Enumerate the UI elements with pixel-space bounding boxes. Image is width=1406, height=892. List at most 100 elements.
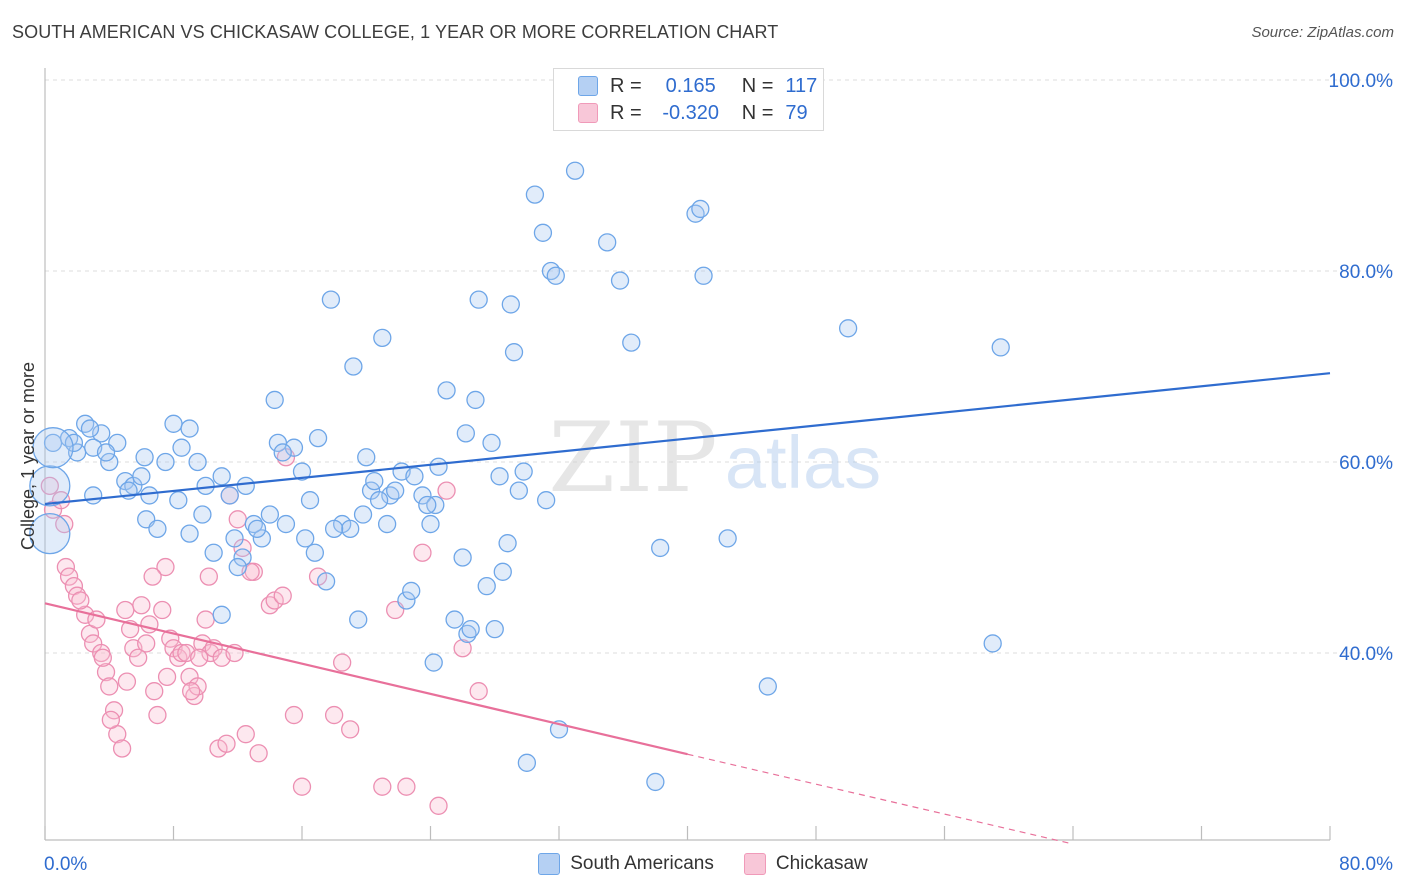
legend-label: Chickasaw (775, 853, 868, 874)
south-american-point (456, 424, 475, 443)
south-american-point (691, 199, 710, 219)
chickasaw-point (324, 705, 344, 725)
legend-row-chickasaw: R = -0.320 N = 79 (578, 101, 808, 125)
legend-item-south-americans[interactable]: South Americans (538, 853, 714, 875)
south-american-point (204, 543, 223, 562)
south-american-point (373, 328, 392, 348)
south-american-point (622, 333, 641, 352)
legend-swatch-pink (743, 853, 766, 875)
axes (44, 68, 1331, 841)
chickasaw-point (71, 591, 90, 610)
chickasaw-point (453, 639, 472, 658)
south-american-point (610, 271, 630, 290)
south-american-point (598, 233, 617, 252)
chickasaw-point (413, 543, 432, 562)
chickasaw-point (145, 682, 164, 701)
x-tick-label: 80.0% (1339, 854, 1393, 875)
south-american-point (321, 290, 341, 309)
south-american-point (490, 467, 509, 486)
south-american-point (135, 448, 154, 467)
watermark-atlas: atlas (725, 421, 881, 504)
south-american-point (501, 295, 520, 314)
south-american-point (525, 185, 545, 204)
south-american-point (565, 161, 585, 180)
south-american-point (983, 634, 1002, 653)
legend-item-chickasaw[interactable]: Chickasaw (743, 853, 868, 875)
chickasaw-point (236, 725, 255, 744)
chickasaw-point (93, 648, 112, 667)
south-american-point (164, 414, 183, 433)
south-american-point (180, 524, 199, 543)
legend-swatch-pink (578, 103, 598, 123)
chickasaw-point (292, 777, 312, 796)
chickasaw-point (341, 720, 360, 739)
south-american-point (236, 476, 255, 496)
legend-r-label: R = (610, 74, 642, 97)
south-american-point (718, 529, 737, 548)
chickasaw-point (196, 610, 215, 629)
south-american-point (386, 481, 405, 500)
chickasaw-point (143, 567, 162, 586)
chickasaw-point (137, 634, 156, 653)
south-american-point (212, 467, 231, 486)
watermark-zip: ZIP (548, 402, 717, 514)
south-american-point (369, 491, 389, 510)
south-american-point (466, 390, 485, 410)
south-american-point (148, 519, 167, 538)
south-american-point (156, 452, 175, 472)
legend-row-south-americans: R = 0.165 N = 117 (578, 74, 817, 98)
south-american-point (132, 467, 151, 486)
south-american-point (537, 491, 556, 510)
south-american-point (344, 357, 363, 376)
south-american-point (357, 448, 376, 467)
chickasaw-point (182, 682, 201, 701)
series-legend: South Americans Chickasaw (0, 851, 1406, 877)
legend-swatch-blue (538, 853, 561, 875)
chickasaw-point (217, 734, 236, 753)
tick-labels: 40.0% 60.0% 80.0% 100.0% 0.0% 80.0% College, 1… (18, 71, 1393, 875)
south-american-point (504, 343, 524, 362)
south-american-point (546, 266, 565, 285)
south-american-point (341, 519, 360, 538)
data-points (29, 70, 1010, 815)
south-american-point (413, 486, 432, 505)
legend-n-value: 79 (785, 101, 808, 124)
chart-title: SOUTH AMERICAN VS CHICKASAW COLLEGE, 1 Y… (12, 22, 779, 42)
south-american-point (533, 223, 553, 242)
south-american-point (247, 519, 267, 538)
chickasaw-point (469, 682, 488, 701)
south-american-point (365, 471, 384, 491)
south-american-point (991, 338, 1010, 357)
stats-legend: R = 0.165 N = 117 R = -0.320 N = 79 (553, 68, 824, 131)
south-american-trend-line (44, 372, 1331, 506)
south-american-point (80, 419, 100, 438)
south-american-point (305, 543, 325, 562)
chickasaw-point (40, 476, 59, 496)
legend-n-label: N = (741, 74, 774, 97)
chickasaw-trend-extension (687, 753, 1074, 845)
south-american-point (646, 772, 665, 792)
south-american-point (316, 572, 336, 591)
south-american-point (324, 519, 344, 538)
south-american-point (96, 443, 116, 462)
chickasaw-point (96, 662, 116, 682)
south-american-point (453, 548, 472, 567)
watermark: ZIP atlas (548, 402, 881, 514)
south-american-point (402, 581, 421, 601)
y-tick-label: 80.0% (1339, 262, 1393, 283)
chickasaw-point (190, 648, 209, 667)
chickasaw-point (429, 796, 448, 815)
south-american-point (100, 452, 119, 472)
south-american-point (233, 548, 252, 567)
y-tick-label: 60.0% (1339, 453, 1393, 474)
south-american-point (405, 467, 424, 486)
legend-r-value: 0.165 (665, 74, 716, 97)
south-american-point (140, 486, 159, 505)
south-american-point (212, 605, 231, 624)
south-american-point (196, 476, 215, 496)
chickasaw-point (59, 567, 79, 586)
south-american-point (188, 452, 207, 472)
south-american-point (445, 610, 464, 629)
south-american-point (353, 505, 373, 524)
